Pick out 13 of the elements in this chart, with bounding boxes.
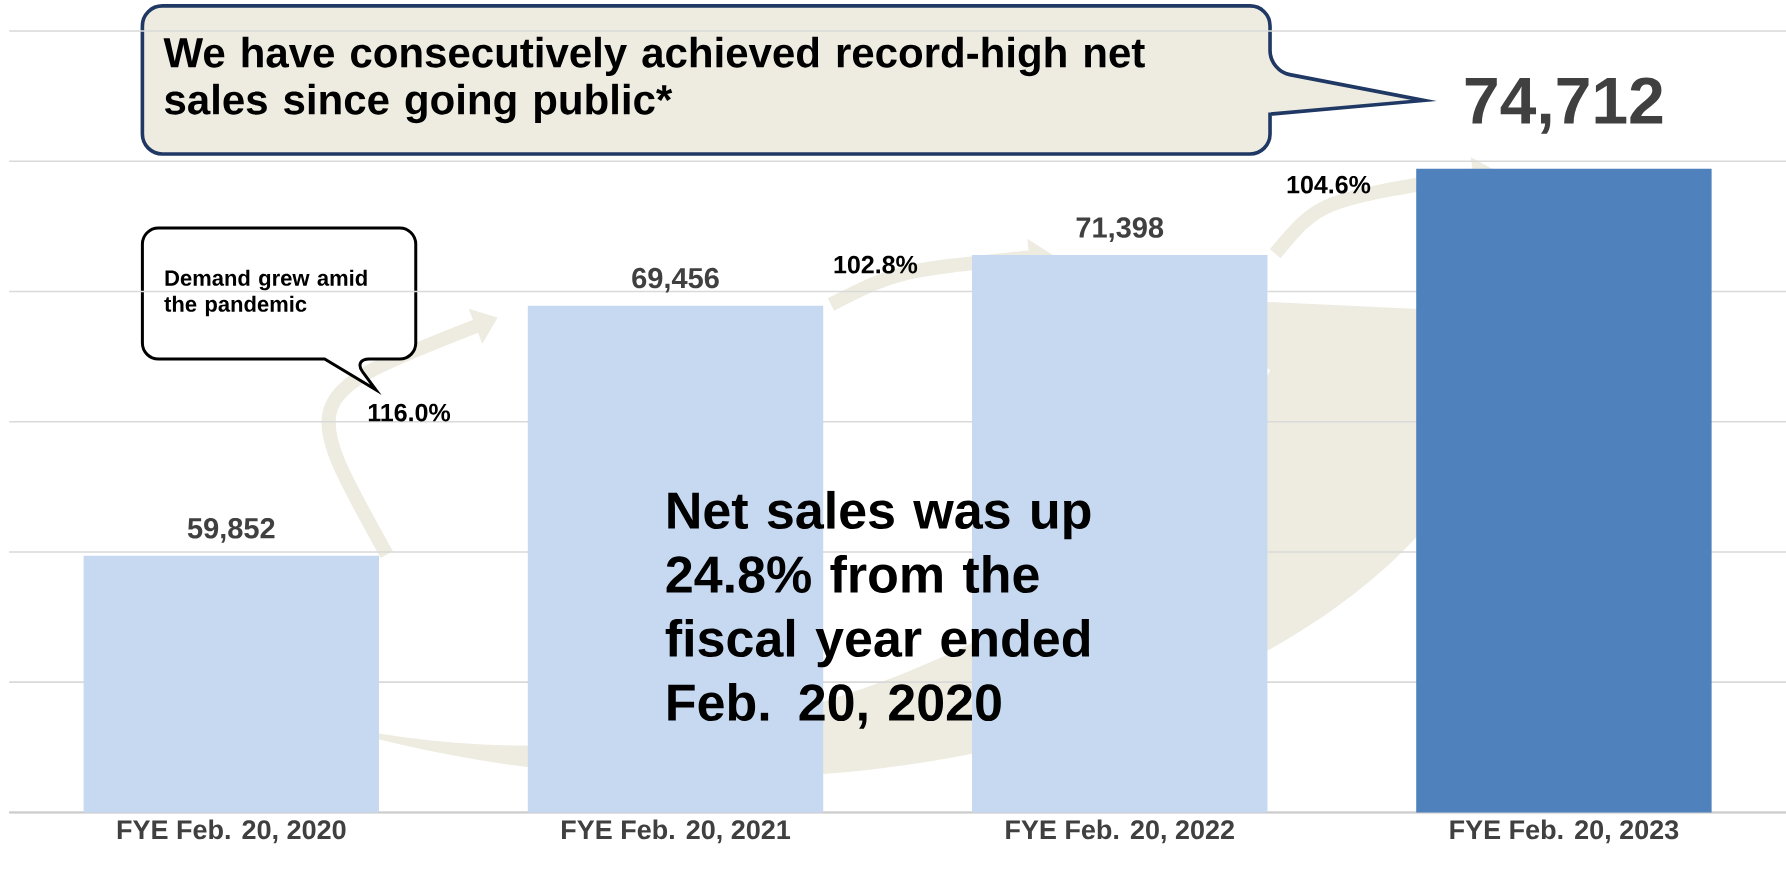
- x-tick-label: FYE Feb. 20, 2023: [1450, 819, 1679, 844]
- annotation: 116.0%: [368, 403, 451, 422]
- annotation: 102.8%: [834, 255, 918, 274]
- data-label: 69,456: [632, 267, 719, 293]
- annotation: Demand grew amid the pandemic: [164, 269, 367, 317]
- x-tick-label: FYE Feb. 20, 2022: [1006, 819, 1234, 844]
- data-label: 59,852: [187, 517, 275, 543]
- x-tick-label: FYE Feb. 20, 2021: [562, 819, 791, 844]
- data-label: 74,712: [1465, 77, 1663, 134]
- annotation: Net sales was up 24.8% from the fiscal year ended Feb. 20, 2020: [665, 490, 1091, 729]
- annotation: 104.6%: [1287, 175, 1371, 194]
- x-tick-label: FYE Feb. 20, 2020: [117, 819, 346, 844]
- data-label: 71,398: [1076, 217, 1164, 242]
